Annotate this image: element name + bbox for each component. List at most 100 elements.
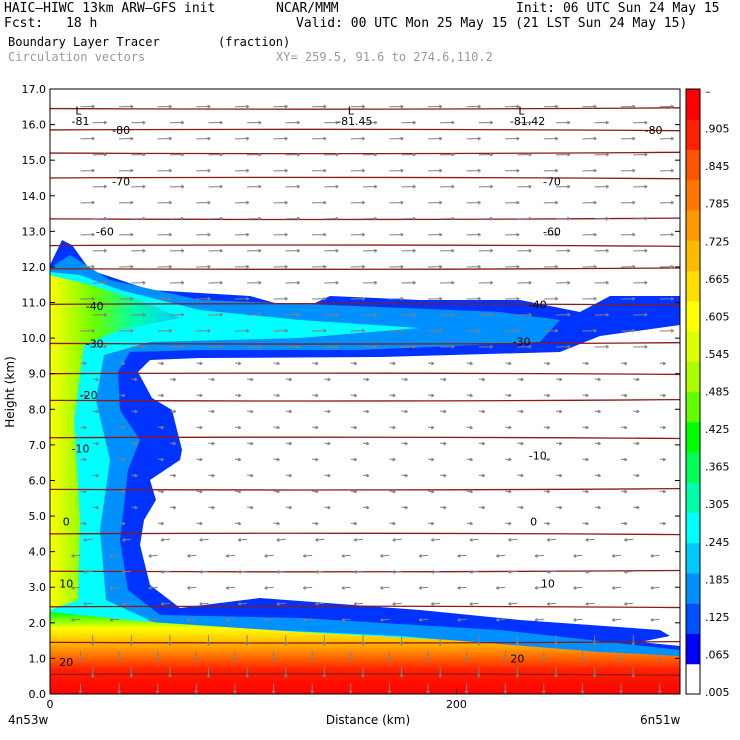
wind-vector-head [155,690,160,694]
wind-vector-head [534,586,538,590]
wind-vector-head [636,441,640,446]
wind-vector-head [95,441,99,446]
wind-vector-head [95,473,99,478]
wind-vector-head [219,152,223,157]
colorbar-label: .365 [705,461,730,474]
wind-vector-head [258,152,262,157]
wind-vector-head [567,184,571,189]
wind-vector [612,618,622,621]
wind-vector [264,586,274,589]
wind-vector-head [554,328,559,333]
wind-vector [508,602,518,605]
wind-vector-head [207,200,211,205]
wind-vector [457,586,467,589]
plot-frame [49,88,681,695]
wind-vector-head [168,168,172,173]
wind-vector [547,570,557,573]
wind-vector-head [469,489,473,494]
wind-vector-head [451,248,455,253]
wind-vector-head [451,280,455,285]
temperature-contour-line [50,487,680,491]
wind-vector-head [554,168,559,173]
wind-vector [315,602,325,605]
wind-vector-head [122,457,126,462]
wind-vector-head [250,473,254,478]
wind-vector [573,554,583,557]
wind-vector-head [361,136,366,141]
wind-vector-head [361,642,365,646]
wind-vector-head [122,393,126,398]
colorbar-label: .605 [705,310,730,323]
wind-vector-head [83,570,87,574]
wind-vector-head [400,136,404,141]
wind-vector-head [374,184,378,189]
wind-vector-head [335,312,339,317]
wind-vector-head [207,104,211,109]
wind-vector-head [546,457,551,462]
org-label: NCAR/MMM [276,1,339,16]
wind-vector-head [219,344,223,349]
wind-vector-head [431,361,435,366]
wind-vector-head [597,409,601,414]
wind-vector-head [288,505,292,510]
contour-label: 0 [63,515,70,528]
plot-area [50,104,680,694]
wind-vector-head [91,264,95,269]
wind-vector-head [310,690,315,694]
wind-vector-head [219,312,223,317]
wind-vector-head [322,642,327,646]
wind-vector [238,602,248,605]
x-end-location: 6n51w [640,713,681,727]
wind-vector [418,554,429,557]
wind-vector-head [160,393,164,398]
y-tick-label: 16.0 [22,119,47,132]
wind-vector-head [404,377,408,382]
wind-vector-head [585,393,589,398]
wind-vector-head [489,120,494,125]
temperature-contour-line [50,303,680,306]
wind-vector-head [160,361,164,366]
wind-vector [83,602,93,605]
wind-vector-head [276,393,280,398]
colorbar-swatch [686,300,700,332]
wind-vector-head [636,377,640,382]
wind-vector-head [430,537,435,542]
wind-vector [276,538,286,541]
wind-vector-head [495,553,500,558]
wind-vector-head [335,280,339,285]
wind-vector-head [400,200,404,205]
wind-vector-head [78,658,83,662]
wind-vector-head [418,553,423,558]
wind-vector-head [271,690,276,694]
y-tick-label: 10.0 [22,332,47,345]
wind-vector-head [392,393,396,398]
wind-vector-head [315,361,319,366]
wind-vector-head [650,618,654,622]
wind-vector-head [250,505,254,510]
wind-vector-head [554,264,559,269]
wind-vector-head [246,200,250,205]
wind-vector [496,554,506,557]
wind-vector-head [142,184,146,189]
temperature-contour-line [50,640,680,644]
colorbar-swatch [686,452,700,483]
wind-vector-head [431,393,435,398]
wind-vector-head [611,618,616,622]
wind-vector-head [605,216,609,221]
wind-vector-head [489,312,494,317]
wind-vector-head [400,168,404,173]
wind-vector-head [439,232,443,237]
wind-vector-head [380,586,384,590]
colorbar-swatch [686,482,700,513]
wind-vector-head [605,152,609,157]
wind-vector [315,570,325,573]
wind-vector-head [400,296,404,301]
wind-vector-head [246,264,250,269]
contour-label: -70 [543,176,561,189]
wind-vector-head [495,586,500,590]
wind-vector-head [296,120,300,125]
wind-vector [624,602,634,605]
wind-vector [187,554,197,557]
contour-label: -60 [543,225,561,238]
wind-vector-head [246,232,250,237]
